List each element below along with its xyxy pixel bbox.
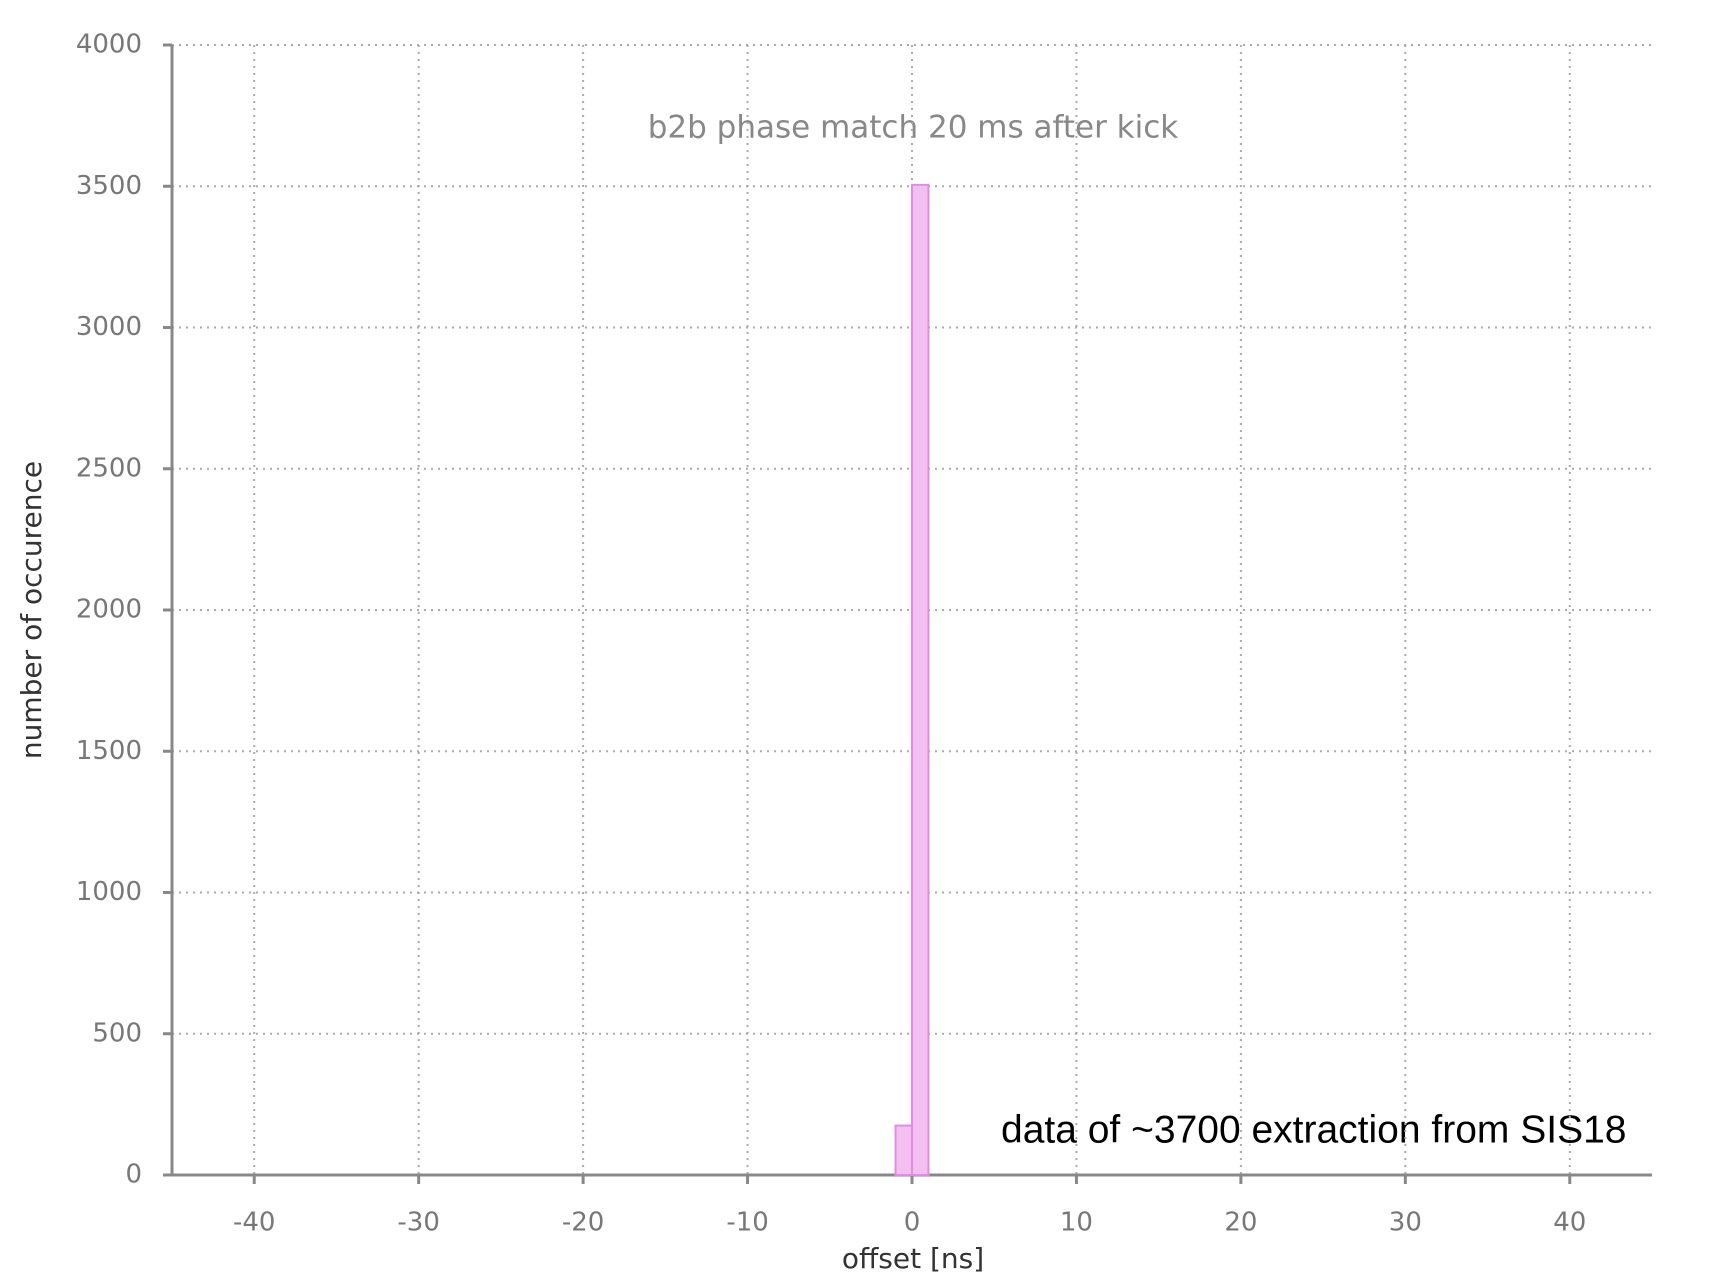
x-tick-label: 0 xyxy=(904,1208,921,1238)
y-axis-label: number of occurence xyxy=(15,461,48,759)
bar xyxy=(912,185,928,1175)
x-tick-label: -30 xyxy=(397,1208,439,1238)
x-tick-label: 30 xyxy=(1389,1208,1422,1238)
y-tick-label: 500 xyxy=(92,1018,142,1048)
chart-title: b2b phase match 20 ms after kick xyxy=(648,110,1179,146)
x-axis-label: offset [ns] xyxy=(842,1242,984,1275)
y-tick-label: 2000 xyxy=(76,595,142,625)
y-tick-label: 4000 xyxy=(76,30,142,60)
y-tick-label: 3000 xyxy=(76,312,142,342)
annotation: data of ~3700 extraction from SIS18 xyxy=(1001,1108,1626,1151)
x-tick-label: 20 xyxy=(1224,1208,1257,1238)
x-tick-label: 40 xyxy=(1553,1208,1586,1238)
x-tick-label: -10 xyxy=(726,1208,768,1238)
x-tick-label: 10 xyxy=(1060,1208,1093,1238)
y-tick-label: 1500 xyxy=(76,736,142,766)
y-tick-label: 1000 xyxy=(76,877,142,907)
y-tick-label: 0 xyxy=(125,1160,142,1190)
y-tick-label: 2500 xyxy=(76,453,142,483)
x-tick-label: -40 xyxy=(233,1208,275,1238)
x-tick-label: -20 xyxy=(562,1208,604,1238)
y-tick-label: 3500 xyxy=(76,171,142,201)
bar xyxy=(896,1126,912,1175)
chart: b2b phase match 20 ms after kick data of… xyxy=(0,0,1710,1277)
